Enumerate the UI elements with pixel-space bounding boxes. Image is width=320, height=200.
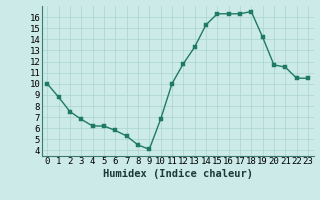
X-axis label: Humidex (Indice chaleur): Humidex (Indice chaleur) xyxy=(103,169,252,179)
